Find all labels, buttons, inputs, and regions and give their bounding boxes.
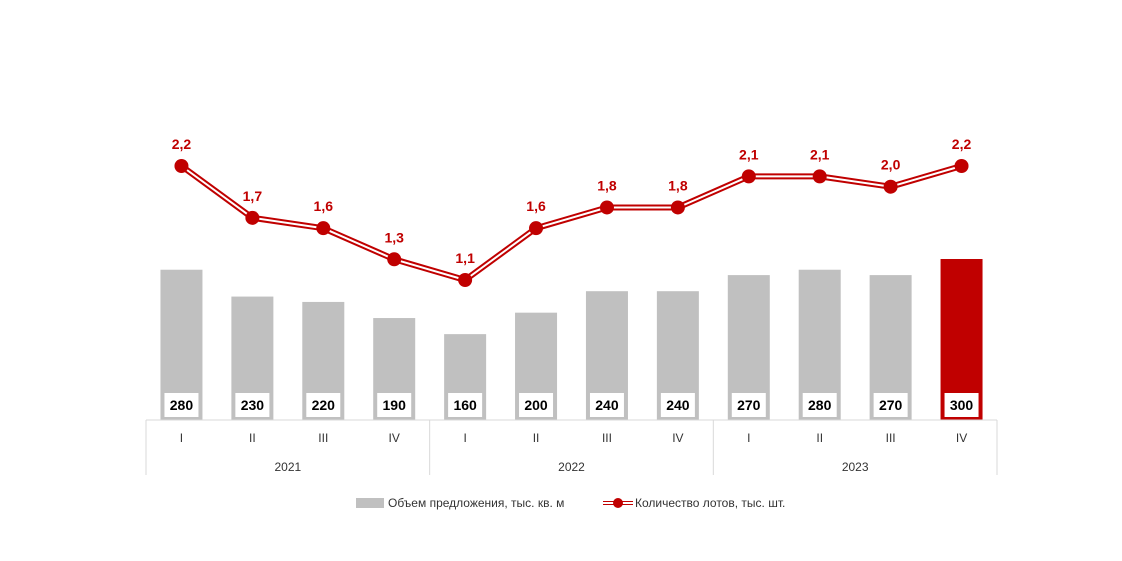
quarter-tick-label: I [463,431,466,445]
line-value-label: 1,6 [314,198,334,214]
legend-line-label: Количество лотов, тыс. шт. [635,496,786,510]
bar-value-label: 280 [170,397,194,413]
quarter-tick-label: I [180,431,183,445]
line-value-label: 1,8 [597,177,617,193]
line-value-label: 1,7 [243,188,263,204]
legend-item-line[interactable]: Количество лотов, тыс. шт. [603,496,785,510]
line-point [174,159,189,173]
line-point [883,179,898,194]
quarter-tick-label: II [533,431,540,445]
bar-value-box [448,393,483,417]
line-point [812,169,827,184]
quarter-tick-label: IV [672,431,683,445]
bar-value-box [377,393,412,417]
bar-value-label: 240 [595,397,619,413]
quarter-tick-label: III [602,431,612,445]
quarter-tick-label: II [816,431,823,445]
line-value-label: 2,2 [952,136,972,152]
line-value-label: 2,2 [172,136,192,152]
quarter-tick-label: III [886,431,896,445]
bar-value-box [873,393,908,417]
line-value-label: 1,1 [455,250,475,266]
bar-value-box [802,393,837,417]
legend-item-bar[interactable]: Объем предложения, тыс. кв. м [356,496,564,510]
line-point [387,252,402,267]
bar-value-label: 220 [312,397,336,413]
bar-value-box [164,393,199,417]
legend-line-swatch [603,498,633,508]
line-point [670,200,685,215]
bar-value-box [589,393,624,417]
quarter-tick-label: II [249,431,256,445]
quarter-tick-label: III [318,431,328,445]
bar-value-label: 160 [453,397,477,413]
line-value-label: 1,8 [668,177,688,193]
bar-value-label: 270 [737,397,761,413]
quarter-tick-label: IV [389,431,400,445]
bar-value-label: 280 [808,397,832,413]
bar-value-label: 230 [241,397,265,413]
line-value-label: 1,6 [526,198,546,214]
bar-value-label: 190 [383,397,407,413]
bars-layer: 280 230 220 190 160 200 240 240 270 280 270 300 [160,259,983,420]
line-value-label: 2,1 [810,146,830,162]
bar-value-box [306,393,341,417]
bar-value-box [731,393,766,417]
quarter-tick-label: IV [956,431,967,445]
line-point [245,210,260,225]
bar-value-box [944,393,979,417]
line-point [599,200,614,215]
quarter-tick-label: I [747,431,750,445]
bar-value-label: 240 [666,397,690,413]
line-value-label: 2,0 [881,157,901,173]
bar-value-box [519,393,554,417]
bar-value-label: 200 [524,397,548,413]
year-label: 2023 [842,460,869,474]
line-point [741,169,756,184]
legend: Объем предложения, тыс. кв. м Количество… [0,496,1122,514]
bar-value-label: 270 [879,397,903,413]
line-value-label: 2,1 [739,146,759,162]
line-series-outer [179,163,963,283]
bar-value-box [235,393,270,417]
line-series-inner [180,165,962,281]
year-label: 2021 [274,460,301,474]
legend-bar-swatch [356,498,384,508]
line-point [458,273,473,287]
line-point [529,221,544,236]
line-series-layer: 2,2 1,7 1,6 1,3 1,1 1,6 1,8 1,8 2,1 2,1 2,0 2,2 [172,136,972,287]
year-label: 2022 [558,460,585,474]
bar-value-label: 300 [950,397,974,413]
line-value-label: 1,3 [384,229,404,245]
bar-value-box [660,393,695,417]
line-point [316,221,331,236]
line-point [954,159,969,173]
legend-bar-label: Объем предложения, тыс. кв. м [388,496,565,510]
